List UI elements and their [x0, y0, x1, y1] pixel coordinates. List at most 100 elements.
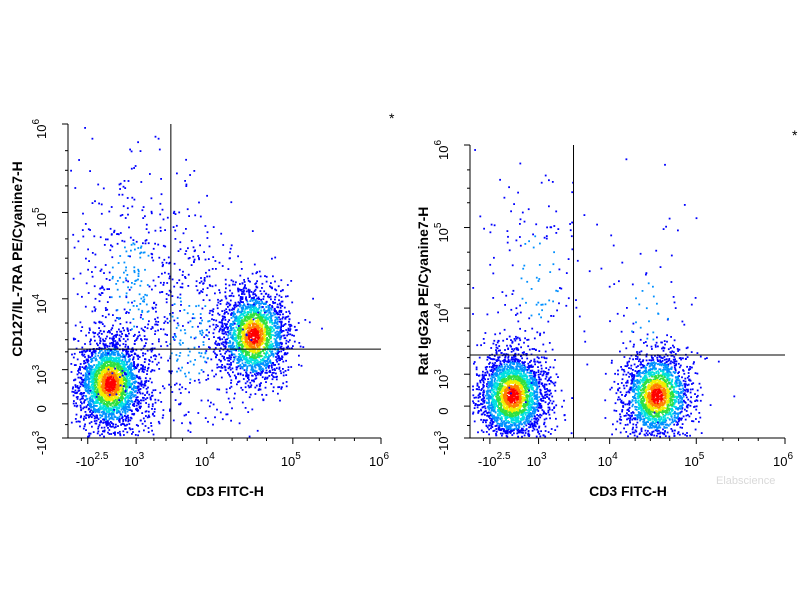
- event-point: [163, 258, 166, 261]
- event-point: [242, 313, 245, 315]
- event-point: [227, 312, 230, 315]
- event-point: [117, 375, 120, 378]
- event-point: [90, 400, 92, 402]
- event-point: [274, 298, 276, 301]
- event-point: [117, 373, 120, 375]
- event-point: [99, 387, 101, 390]
- event-point: [247, 316, 250, 318]
- event-point: [265, 352, 268, 355]
- event-point: [115, 402, 118, 405]
- event-point: [272, 386, 275, 389]
- event-point: [99, 357, 102, 359]
- event-point: [85, 334, 87, 337]
- event-point: [224, 319, 227, 321]
- event-point: [231, 346, 234, 349]
- event-point: [222, 332, 225, 335]
- event-point: [139, 150, 142, 152]
- event-point: [255, 294, 257, 297]
- event-point: [94, 393, 97, 396]
- event-point: [291, 334, 294, 337]
- event-point: [95, 371, 98, 373]
- event-point: [119, 182, 122, 185]
- event-point: [140, 181, 143, 183]
- event-point: [112, 314, 114, 316]
- event-point: [225, 343, 228, 345]
- event-point: [137, 275, 140, 277]
- event-point: [274, 308, 276, 311]
- event-point: [221, 310, 224, 312]
- event-point: [127, 311, 130, 314]
- event-point: [75, 405, 78, 408]
- event-point: [229, 344, 232, 347]
- event-point: [99, 414, 101, 416]
- event-point: [112, 376, 115, 379]
- event-point: [132, 381, 135, 384]
- event-point: [270, 354, 273, 356]
- event-point: [270, 328, 273, 331]
- event-point: [241, 330, 243, 333]
- event-point: [270, 352, 273, 355]
- event-point: [133, 167, 135, 169]
- event-point: [239, 367, 242, 370]
- event-point: [229, 368, 232, 371]
- event-point: [147, 323, 150, 326]
- event-point: [100, 411, 103, 414]
- event-point: [124, 378, 126, 381]
- event-point: [84, 384, 86, 386]
- event-point: [93, 382, 96, 385]
- event-point: [98, 369, 100, 372]
- event-point: [265, 310, 268, 312]
- event-point: [237, 287, 239, 290]
- event-point: [107, 399, 110, 401]
- event-point: [292, 345, 294, 347]
- event-point: [111, 333, 113, 335]
- event-point: [83, 349, 85, 352]
- event-point: [239, 355, 241, 358]
- event-point: [116, 233, 119, 235]
- event-point: [285, 381, 288, 383]
- event-point: [246, 339, 248, 341]
- event-point: [129, 419, 132, 422]
- event-point: [77, 420, 80, 423]
- event-point: [105, 357, 108, 360]
- event-point: [263, 320, 266, 323]
- event-point: [127, 401, 130, 404]
- event-point: [87, 292, 90, 294]
- event-point: [270, 307, 272, 310]
- event-point: [131, 365, 133, 367]
- event-point: [238, 332, 241, 335]
- event-point: [201, 307, 204, 310]
- event-point: [278, 359, 281, 362]
- event-point: [241, 310, 244, 312]
- event-point: [239, 373, 242, 376]
- event-point: [256, 336, 259, 338]
- event-point: [153, 408, 156, 410]
- event-point: [90, 380, 92, 383]
- event-point: [137, 402, 140, 405]
- event-point: [285, 329, 288, 331]
- event-point: [110, 413, 112, 416]
- event-point: [100, 355, 102, 357]
- event-point: [269, 360, 272, 363]
- event-point: [104, 406, 107, 409]
- event-point: [141, 309, 144, 312]
- event-point: [259, 275, 262, 278]
- event-point: [239, 344, 242, 346]
- event-point: [109, 249, 112, 252]
- event-point: [125, 353, 128, 356]
- event-point: [74, 378, 76, 381]
- event-point: [98, 399, 101, 401]
- event-point: [252, 291, 255, 294]
- event-point: [87, 358, 89, 361]
- event-point: [116, 280, 119, 282]
- event-point: [148, 359, 151, 361]
- event-point: [275, 322, 278, 325]
- event-point: [89, 396, 92, 399]
- event-point: [287, 341, 290, 343]
- event-point: [84, 381, 86, 384]
- event-point: [103, 325, 106, 328]
- event-point: [97, 360, 100, 363]
- event-point: [262, 322, 265, 325]
- event-point: [239, 283, 241, 285]
- event-point: [172, 212, 175, 214]
